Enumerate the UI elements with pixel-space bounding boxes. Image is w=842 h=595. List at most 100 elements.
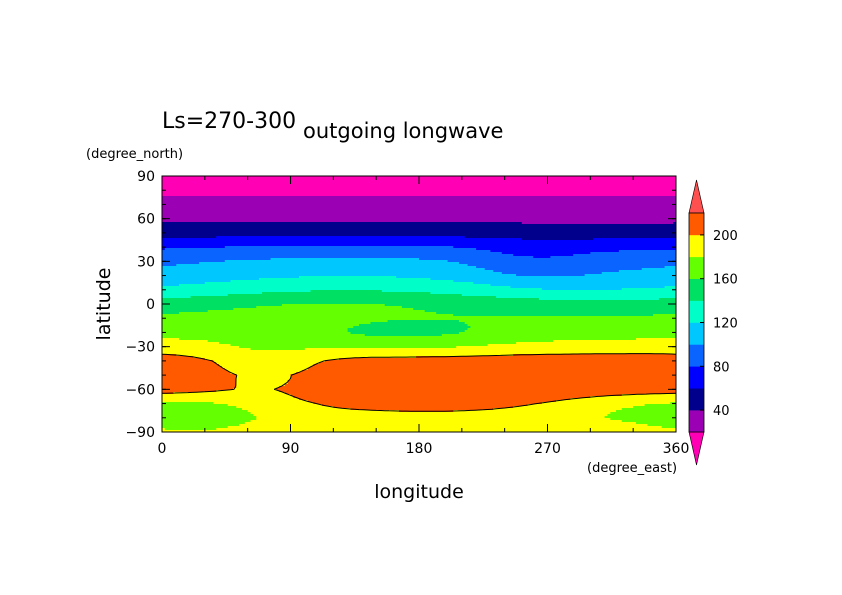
- band-cell: [179, 284, 491, 287]
- y-tick-label: −90: [125, 425, 155, 441]
- band-cell: [162, 226, 676, 229]
- band-cell: [162, 306, 257, 309]
- band-cell: [164, 428, 217, 431]
- band-cell: [162, 232, 676, 235]
- band-cell: [162, 272, 503, 275]
- band-cell: [487, 344, 676, 347]
- band-cell: [162, 202, 676, 205]
- colorbar: 40 80 120 160 200: [688, 179, 738, 466]
- x-tick-label: 90: [282, 441, 300, 457]
- band-cell: [573, 254, 676, 257]
- band-cell: [162, 210, 676, 213]
- band-cell: [162, 280, 232, 283]
- y-axis: 90 60 30 0 −30 −60 −90: [125, 169, 676, 441]
- band-cell: [584, 274, 676, 277]
- band-cell: [162, 276, 300, 279]
- band-cell: [162, 352, 676, 355]
- band-cell: [604, 416, 676, 419]
- band-cell: [162, 218, 676, 221]
- band-cell: [384, 304, 676, 307]
- band-cell: [364, 334, 443, 337]
- band-cell: [162, 260, 226, 263]
- band-cell: [513, 254, 574, 257]
- band-cell: [424, 310, 676, 313]
- band-cell: [618, 270, 676, 273]
- contour-line-layer: [162, 353, 676, 412]
- band-cell: [287, 380, 676, 383]
- x-axis-title: longitude: [374, 481, 464, 503]
- band-cell: [162, 368, 226, 371]
- band-cell: [673, 222, 676, 225]
- band-cell: [476, 248, 676, 251]
- colorbar-under-arrow: [688, 431, 705, 466]
- band-cell: [464, 330, 676, 333]
- band-cell: [162, 340, 209, 343]
- band-cell: [162, 188, 676, 191]
- band-cell: [381, 290, 676, 293]
- colorbar-swatch: [689, 344, 704, 367]
- band-cell: [162, 336, 676, 339]
- band-cell: [162, 266, 477, 269]
- band-cell: [664, 266, 676, 269]
- band-cell: [227, 404, 323, 407]
- band-cell: [162, 228, 676, 231]
- band-cell: [230, 280, 454, 283]
- band-cell: [541, 288, 623, 291]
- band-cell: [162, 366, 223, 369]
- band-cell: [501, 272, 603, 275]
- band-cell: [162, 262, 200, 265]
- band-cell: [162, 268, 486, 271]
- band-cell: [162, 354, 177, 357]
- band-cell: [162, 338, 180, 341]
- band-cell: [621, 420, 676, 423]
- band-cell: [162, 330, 349, 333]
- band-cell: [236, 382, 289, 385]
- band-cell: [213, 360, 326, 363]
- band-cell: [464, 322, 676, 325]
- band-cell: [227, 426, 663, 429]
- band-cell: [162, 424, 240, 427]
- band-cell: [162, 384, 237, 387]
- band-cell: [162, 416, 257, 419]
- band-cell: [162, 192, 676, 195]
- band-cell: [490, 284, 676, 287]
- band-cell: [162, 194, 676, 197]
- band-cell: [230, 344, 489, 347]
- band-cell: [176, 264, 469, 267]
- band-cell: [162, 284, 180, 287]
- band-cell: [162, 212, 676, 215]
- band-cell: [193, 356, 417, 359]
- band-cell: [162, 258, 272, 261]
- colorbar-swatch: [689, 234, 704, 258]
- band-cell: [162, 376, 237, 379]
- band-cell: [162, 242, 676, 245]
- band-cell: [290, 376, 676, 379]
- band-cell: [162, 400, 309, 403]
- band-cell: [204, 282, 474, 285]
- band-cell: [162, 184, 676, 187]
- band-cell: [227, 370, 303, 373]
- band-cell: [521, 222, 674, 225]
- band-cell: [162, 390, 217, 393]
- band-cell: [250, 348, 306, 351]
- contour-line: [162, 353, 676, 412]
- band-cell: [570, 398, 676, 401]
- band-cell: [162, 386, 237, 389]
- colorbar-swatch: [689, 213, 704, 236]
- band-cell: [490, 250, 620, 253]
- band-cell: [162, 222, 523, 225]
- band-cell: [162, 394, 292, 397]
- band-cell: [501, 252, 591, 255]
- band-cell: [453, 246, 676, 249]
- y-tick-label: −60: [125, 382, 155, 398]
- band-cell: [162, 380, 237, 383]
- colorbar-swatch: [689, 300, 704, 323]
- x-tick-label: 360: [663, 441, 690, 457]
- band-cell: [227, 294, 463, 297]
- band-cell: [233, 308, 414, 311]
- x-tick-label: 180: [406, 441, 433, 457]
- colorbar-tick-label: 80: [713, 360, 730, 375]
- band-cell: [644, 404, 676, 407]
- colorbar-tick-label: 200: [713, 229, 738, 244]
- band-cell: [453, 280, 676, 283]
